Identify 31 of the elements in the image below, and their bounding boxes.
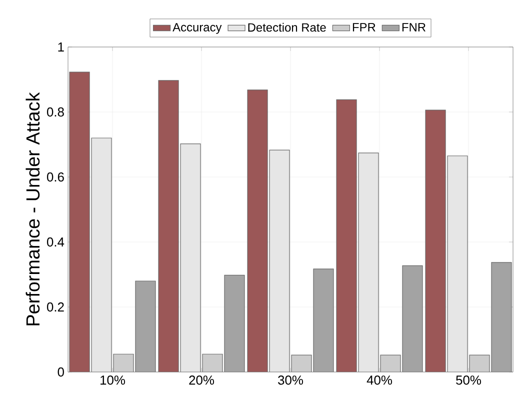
bar — [114, 354, 134, 372]
bar — [292, 355, 312, 372]
legend-label: Accuracy — [172, 23, 222, 34]
y-tick-label: 0.4 — [46, 237, 64, 247]
bar — [313, 268, 334, 372]
y-axis-title: Performance - Under Attack — [26, 92, 40, 326]
legend-label: FNR — [402, 23, 426, 32]
bar — [469, 354, 490, 372]
bar — [70, 72, 90, 372]
bar — [425, 110, 446, 372]
bar — [248, 90, 268, 372]
x-tick-label: 40% — [366, 376, 392, 385]
x-tick-label: 50% — [456, 376, 482, 385]
y-tick-label: 0.8 — [46, 107, 64, 117]
bar — [402, 266, 422, 372]
bar — [491, 262, 512, 372]
bar — [380, 355, 400, 372]
y-tick-label: 0 — [58, 367, 64, 377]
y-tick-label: 0.6 — [46, 172, 64, 182]
bar — [135, 281, 156, 372]
x-tick-label: 10% — [100, 376, 126, 385]
y-tick-label: 1 — [58, 42, 64, 52]
bar — [224, 275, 244, 372]
x-tick-label: 20% — [189, 376, 214, 385]
bar — [336, 100, 357, 372]
y-tick-label: 0.2 — [46, 302, 64, 312]
legend-label: Detection Rate — [248, 22, 326, 32]
bar — [158, 80, 179, 372]
x-tick-label: 30% — [278, 376, 304, 385]
bar — [202, 354, 222, 372]
legend-label: FPR — [352, 23, 376, 32]
